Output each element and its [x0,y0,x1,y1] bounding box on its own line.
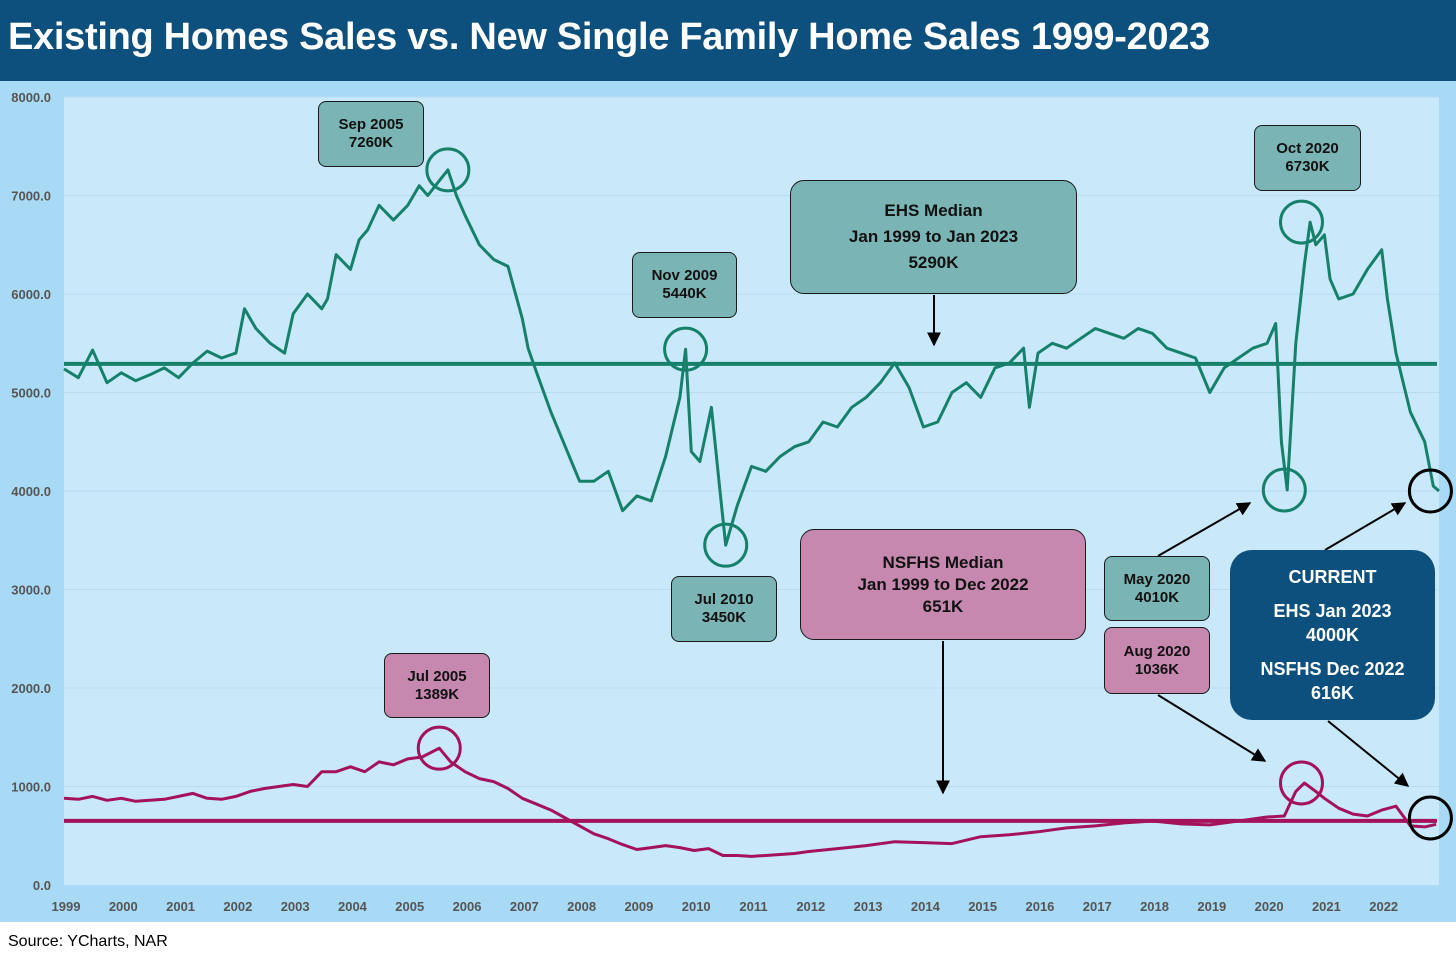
peak-circle-aug-2020 [1279,760,1324,806]
callout-nsfhs-median-value: 651K [922,596,964,616]
callout-sep-2005-date: Sep 2005 [338,116,404,133]
y-tick-label: 2000.0 [11,681,51,696]
callout-may-2020-date: May 2020 [1123,570,1191,588]
arrow-aug-2020 [1157,694,1267,762]
x-tick-label: 2016 [1025,899,1054,914]
title-bar: Existing Homes Sales vs. New Single Fami… [0,0,1456,81]
y-tick-label: 1000.0 [11,780,51,795]
x-tick-label: 2020 [1255,899,1284,914]
x-tick-label: 2000 [109,899,138,914]
callout-may-2020: May 2020 4010K [1104,556,1210,621]
callout-current-heading: CURRENT [1288,567,1377,587]
peak-circle-sep-2005 [425,147,471,193]
x-tick-label: 2017 [1083,899,1112,914]
x-tick-label: 2003 [281,899,310,914]
y-tick-label: 8000.0 [11,90,51,105]
median-lines [64,361,1437,823]
y-axis-ticks: 0.0 1000.0 2000.0 3000.0 4000.0 5000.0 6000.0 7… [11,90,51,893]
callout-ehs-median-title: EHS Median [884,201,983,220]
source-note: Source: YCharts, NAR [8,933,168,950]
callout-jul-2005-date: Jul 2005 [407,667,467,685]
x-tick-label: 2013 [854,899,883,914]
y-tick-label: 5000.0 [11,386,51,401]
nsfhs-series-line [63,746,1437,858]
line-chart: 0.0 1000.0 2000.0 3000.0 4000.0 5000.0 6000.0 7… [11,90,1453,914]
arrow-current-ehs [1324,502,1407,551]
callout-ehs-median-range: Jan 1999 to Jan 2023 [848,227,1019,246]
callout-sep-2005-value: 7260K [348,134,394,151]
peak-circle-nov-2009 [663,326,709,372]
x-tick-label: 2019 [1197,899,1226,914]
callout-aug-2020: Aug 2020 1036K [1104,627,1210,694]
y-tick-label: 3000.0 [11,583,51,598]
x-axis-ticks: 1999 2000 2001 2002 2003 2004 2005 2006 2007 2008… [52,899,1399,914]
callout-nsfhs-median-title: NSFHS Median [882,552,1004,572]
x-tick-label: 2010 [682,899,711,914]
peak-circle-oct-2020 [1279,199,1324,245]
x-tick-label: 2001 [166,899,195,914]
x-tick-label: 2005 [395,899,424,914]
callout-sep-2005: Sep 2005 7260K [318,101,424,167]
callout-nov-2009-date: Nov 2009 [651,267,718,284]
current-circle-ehs [1407,468,1453,514]
x-tick-label: 2007 [510,899,539,914]
arrow-may-2020 [1157,502,1252,557]
callout-current-ehs-value: 4000K [1305,625,1360,645]
x-tick-label: 2009 [624,899,653,914]
callout-oct-2020: Oct 2020 6730K [1254,125,1361,191]
x-tick-label: 2002 [223,899,252,914]
x-tick-label: 2012 [796,899,825,914]
x-tick-label: 2011 [739,899,767,914]
peak-circle-jul-2005 [416,725,462,771]
callout-jul-2010: Jul 2010 3450K [671,576,777,642]
callout-nov-2009-value: 5440K [662,285,707,302]
callout-aug-2020-date: Aug 2020 [1123,642,1191,660]
x-tick-label: 2014 [911,899,941,914]
x-tick-label: 1999 [52,899,81,914]
callout-ehs-median-value: 5290K [908,253,959,272]
chart-frame: 0.0 1000.0 2000.0 3000.0 4000.0 5000.0 6000.0 7… [0,81,1456,922]
callout-current-nsfhs-label: NSFHS Dec 2022 [1260,659,1405,679]
y-tick-label: 7000.0 [11,189,51,204]
x-tick-label: 2015 [968,899,997,914]
callout-nsfhs-median: NSFHS Median Jan 1999 to Dec 2022 651K [800,529,1086,640]
x-tick-label: 2008 [567,899,596,914]
current-circle-nsfhs [1407,795,1453,841]
trough-circle-may-2020 [1261,467,1307,513]
x-tick-label: 2021 [1312,899,1341,914]
y-tick-label: 0.0 [33,878,51,893]
callout-jul-2010-date: Jul 2010 [694,591,754,608]
callout-nsfhs-median-range: Jan 1999 to Dec 2022 [857,574,1029,594]
callout-aug-2020-value: 1036K [1134,660,1180,678]
x-tick-label: 2004 [338,899,368,914]
callout-current-nsfhs-value: 616K [1310,683,1355,703]
annotation-arrows [927,295,1410,795]
callout-jul-2005: Jul 2005 1389K [384,653,490,718]
callout-jul-2010-value: 3450K [701,609,747,626]
ehs-series-line [63,168,1440,547]
x-tick-label: 2022 [1369,899,1398,914]
y-tick-label: 4000.0 [11,484,51,499]
callout-jul-2005-value: 1389K [414,685,460,703]
x-tick-label: 2006 [453,899,482,914]
highlight-circles [416,147,1453,841]
callout-ehs-median: EHS Median Jan 1999 to Jan 2023 5290K [790,180,1077,294]
chart-title: Existing Homes Sales vs. New Single Fami… [8,16,1210,58]
x-tick-label: 2018 [1140,899,1169,914]
callout-oct-2020-value: 6730K [1285,158,1330,175]
series-lines [63,168,1440,858]
y-tick-label: 6000.0 [11,287,51,302]
trough-circle-jul-2010 [703,522,749,568]
callout-nov-2009: Nov 2009 5440K [632,252,737,318]
callout-current: CURRENT EHS Jan 2023 4000K NSFHS Dec 202… [1230,550,1435,720]
arrow-current-nsfhs [1327,720,1410,787]
callout-oct-2020-date: Oct 2020 [1276,140,1339,157]
callout-current-ehs-label: EHS Jan 2023 [1273,601,1392,621]
callout-may-2020-value: 4010K [1134,588,1180,606]
